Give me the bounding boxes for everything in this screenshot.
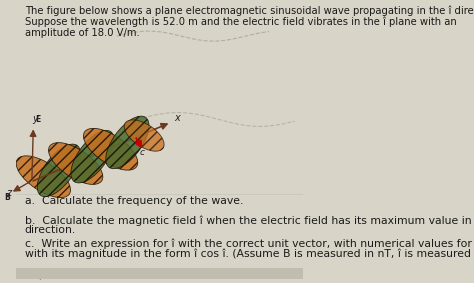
Text: d. ): d. ) — [25, 269, 43, 280]
Text: b.  Calculate the magnetic field î when the electric field has its maximum value: b. Calculate the magnetic field î when t… — [25, 215, 474, 226]
Text: x: x — [174, 113, 180, 123]
Text: amplitude of 18.0 V/m.: amplitude of 18.0 V/m. — [25, 28, 139, 38]
Text: direction.: direction. — [25, 225, 76, 235]
Text: z: z — [6, 188, 11, 198]
Ellipse shape — [16, 156, 71, 198]
Bar — [16, 268, 303, 279]
Text: with its magnitude in the form î cos î. (Assume B is measured in nT, î is measur: with its magnitude in the form î cos î. … — [25, 249, 474, 259]
Text: a.  Calculate the frequency of the wave.: a. Calculate the frequency of the wave. — [25, 196, 243, 206]
Text: Suppose the wavelength is 52.0 m and the electric field vibrates in the î plane : Suppose the wavelength is 52.0 m and the… — [25, 17, 456, 27]
Text: c: c — [139, 148, 144, 157]
Ellipse shape — [124, 120, 164, 151]
Text: B: B — [5, 193, 10, 202]
Text: The figure below shows a plane electromagnetic sinusoidal wave propagating in th: The figure below shows a plane electroma… — [25, 6, 474, 16]
Ellipse shape — [37, 144, 81, 197]
Text: y: y — [32, 114, 37, 124]
Ellipse shape — [83, 128, 138, 170]
Ellipse shape — [48, 143, 103, 185]
Ellipse shape — [106, 116, 149, 169]
Text: c.  Write an expression for î with the correct unit vector, with numerical value: c. Write an expression for î with the co… — [25, 239, 474, 249]
Text: E: E — [36, 115, 41, 124]
Ellipse shape — [71, 130, 114, 183]
